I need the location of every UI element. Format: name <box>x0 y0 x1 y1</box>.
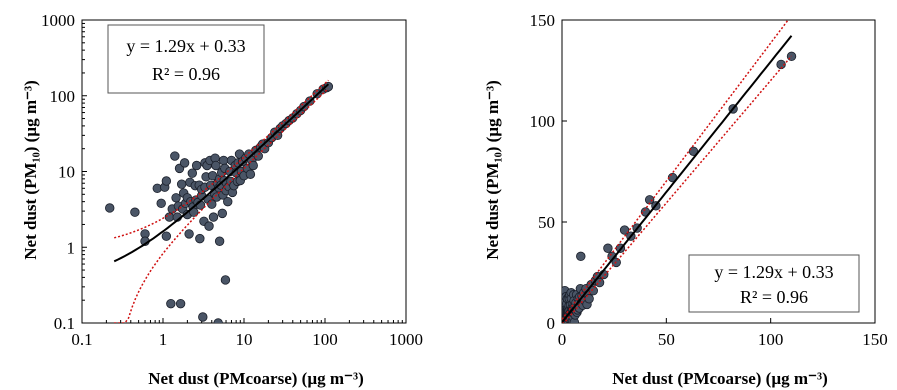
left-data-point <box>217 208 228 219</box>
right-y-axis-title: Net dust (PM₁₀) (µg m⁻³) <box>483 80 502 259</box>
left-confidence-lower <box>114 87 329 323</box>
left-data-point <box>214 236 225 246</box>
left-x-tick-label: 1000 <box>389 330 423 349</box>
right-y-tick-label: 0 <box>547 314 556 333</box>
left-regression-line <box>113 83 330 263</box>
left-y-tick-label: 100 <box>50 87 76 106</box>
right-data-point <box>603 243 613 253</box>
left-data-point <box>191 160 202 171</box>
left-data-point <box>184 229 194 239</box>
left-data-point <box>220 275 231 285</box>
right-x-tick-label: 150 <box>862 330 888 349</box>
left-x-tick-label: 10 <box>236 330 253 349</box>
left-x-tick-label: 1 <box>159 330 168 349</box>
left-data-point <box>176 179 187 189</box>
left-y-axis-title: Net dust (PM₁₀) (µg m⁻³) <box>21 80 40 259</box>
left-data-point <box>213 318 223 323</box>
left-data-point <box>161 176 172 186</box>
right-x-tick-label: 100 <box>758 330 784 349</box>
right-y-tick-label: 150 <box>530 11 556 30</box>
right-data-point <box>576 251 586 262</box>
linear-scatter-panel: Net dust (PM₁₀) (µg m⁻³) Net dust (PMcoa… <box>483 11 888 388</box>
right-y-tick-label: 100 <box>530 112 556 131</box>
left-y-tick-label: 0.1 <box>54 314 75 333</box>
left-data-point <box>156 198 166 209</box>
left-equation-text: y = 1.29x + 0.33 <box>126 36 245 56</box>
right-confidence-lower <box>562 55 793 323</box>
left-y-tick-label: 1000 <box>41 11 75 30</box>
left-data-point <box>211 160 221 171</box>
right-plot-frame <box>561 19 876 324</box>
left-data-point <box>204 221 214 231</box>
right-y-tick-label: 50 <box>538 213 555 232</box>
left-data-point <box>223 196 233 207</box>
right-data-point <box>584 294 594 304</box>
left-data-point <box>166 298 176 309</box>
right-regression-line <box>562 35 793 323</box>
right-x-tick-label: 50 <box>658 330 675 349</box>
right-x-tick-label: 0 <box>558 330 567 349</box>
right-confidence-upper <box>562 20 790 320</box>
left-y-tick-label: 1 <box>67 238 76 257</box>
left-data-point <box>248 160 258 171</box>
left-data-point <box>323 81 334 92</box>
left-data-point <box>130 207 140 217</box>
right-data-point <box>588 285 599 296</box>
left-data-point <box>218 155 229 166</box>
left-data-point <box>187 168 197 178</box>
left-data-point <box>175 298 186 309</box>
left-r2-text: R² = 0.96 <box>152 64 220 84</box>
right-x-axis-title: Net dust (PMcoarse) (µg m⁻³) <box>612 369 828 388</box>
left-x-axis-title: Net dust (PMcoarse) (µg m⁻³) <box>148 369 364 388</box>
left-data-point <box>161 231 172 241</box>
right-equation-text: y = 1.29x + 0.33 <box>714 262 833 282</box>
left-data-point <box>198 312 208 322</box>
log-scatter-panel: Net dust (PM₁₀) (µg m⁻³) Net dust (PMcoa… <box>21 11 423 388</box>
left-y-tick-label: 10 <box>58 163 75 182</box>
left-data-point <box>179 158 190 168</box>
right-data-point <box>776 59 786 70</box>
left-data-point <box>171 193 181 203</box>
left-data-point <box>195 233 205 244</box>
left-data-point <box>245 169 256 179</box>
right-data-point <box>619 225 630 235</box>
left-data-point <box>253 151 263 161</box>
left-equation-box: y = 1.29x + 0.33 R² = 0.96 <box>107 24 265 94</box>
left-data-point <box>208 212 219 222</box>
left-confidence-upper <box>114 79 329 239</box>
right-r2-text: R² = 0.96 <box>740 287 808 307</box>
left-data-point <box>170 151 180 161</box>
right-equation-box: y = 1.29x + 0.33 R² = 0.96 <box>688 254 860 313</box>
left-x-tick-label: 100 <box>312 330 338 349</box>
left-data-point <box>105 203 115 213</box>
left-x-tick-label: 0.1 <box>71 330 92 349</box>
